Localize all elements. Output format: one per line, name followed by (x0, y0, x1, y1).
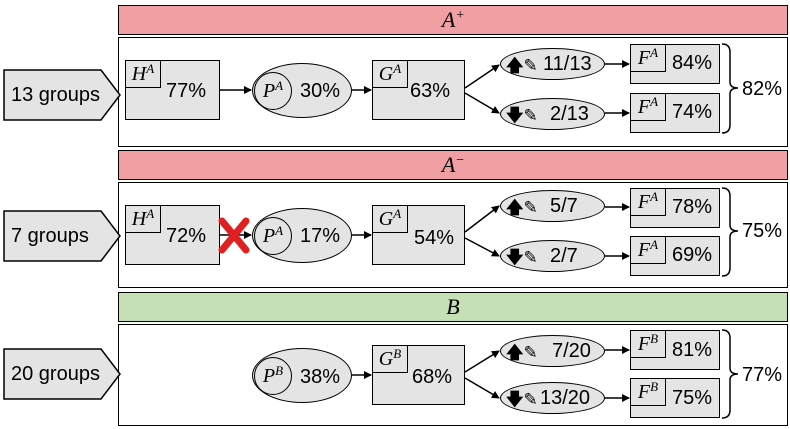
up-oval (500, 335, 605, 367)
f-down-pct: 75% (672, 387, 713, 409)
arrow-up-edit-icon: 🡅✎ (506, 198, 538, 217)
arrow-up-edit-icon: 🡅✎ (506, 343, 538, 362)
down-frac: 2/7 (550, 245, 578, 267)
f-down-pct: 74% (672, 101, 713, 123)
arrows-b (352, 329, 739, 419)
h-pct: 72% (166, 225, 207, 247)
arrows-a-minus (220, 187, 739, 277)
h-pct: 77% (166, 80, 207, 102)
arrow-down-edit-icon: 🡇✎ (506, 106, 538, 125)
g-pct: 63% (410, 80, 451, 102)
groups-badge: 20 groups (3, 348, 121, 400)
g-pct: 68% (412, 366, 453, 388)
groups-label: 13 groups (11, 83, 100, 106)
p-pct: 38% (300, 366, 341, 388)
header-label: A (441, 7, 456, 32)
f-up-pct: 81% (672, 339, 713, 361)
p-pct: 17% (300, 225, 341, 247)
total-pct: 75% (742, 220, 783, 242)
total-pct: 82% (742, 78, 783, 100)
down-oval (500, 98, 605, 130)
arrow-up-edit-icon: 🡅✎ (506, 56, 538, 75)
section-header-a-minus: A − (118, 150, 788, 180)
up-frac: 7/20 (552, 340, 591, 362)
arrows-a-plus (220, 43, 739, 134)
header-sup: + (456, 8, 465, 23)
groups-label: 20 groups (11, 362, 100, 385)
header-sup: − (456, 153, 465, 168)
down-oval (500, 240, 605, 272)
up-oval (500, 190, 605, 222)
f-down-pct: 69% (672, 244, 713, 266)
down-oval (500, 382, 605, 414)
section-header-b: B (118, 292, 788, 322)
groups-badge: 7 groups (3, 210, 121, 262)
up-oval (500, 48, 605, 80)
f-up-pct: 84% (672, 52, 713, 74)
p-pct: 30% (300, 80, 341, 102)
header-label: A (441, 152, 456, 177)
g-pct: 54% (414, 227, 455, 249)
up-frac: 5/7 (550, 195, 578, 217)
up-frac: 11/13 (543, 53, 592, 75)
arrow-down-edit-icon: 🡇✎ (506, 248, 538, 267)
section-header-a-plus: A + (118, 5, 788, 35)
total-pct: 77% (742, 364, 783, 386)
groups-badge: 13 groups (3, 69, 121, 121)
groups-label: 7 groups (11, 224, 89, 247)
down-frac: 2/13 (550, 103, 589, 125)
down-frac: 13/20 (540, 387, 591, 409)
red-x-icon (218, 217, 250, 254)
f-up-pct: 78% (672, 196, 713, 218)
header-label: B (446, 294, 460, 319)
arrow-down-edit-icon: 🡇✎ (506, 390, 538, 409)
